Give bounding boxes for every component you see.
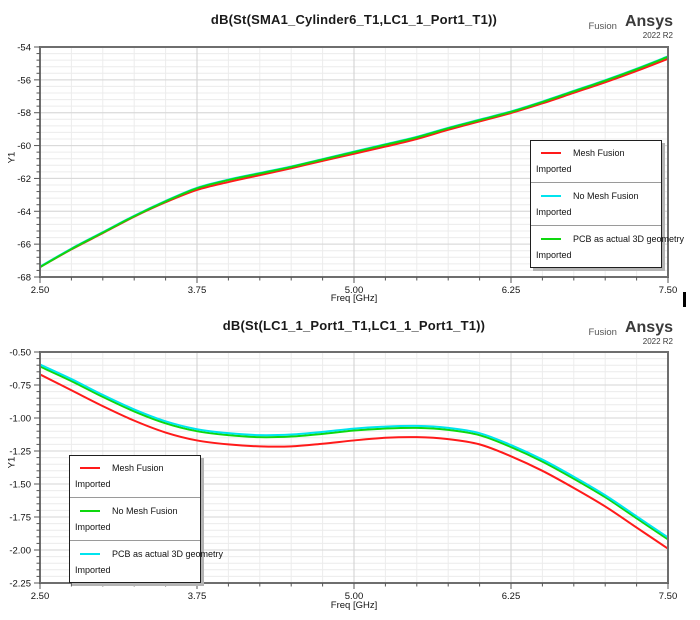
chart-region-s21: dB(St(SMA1_Cylinder6_T1,LC1_1_Port1_T1))… [7,12,685,304]
y-tick-label: -2.25 [9,579,31,590]
ansys-logo: Ansys [624,13,673,30]
fusion-label: Fusion [588,327,617,338]
legend-sub-label: Imported [75,522,111,532]
y-tick-label: -68 [17,273,31,284]
legend-box[interactable]: Mesh Fusion Imported No Mesh Fusion Impo… [530,140,684,268]
legend-sub-label: Imported [75,565,111,575]
legend-label: PCB as actual 3D geometry [112,549,224,559]
legend-label: No Mesh Fusion [112,506,178,516]
legend-line-sample [541,238,561,240]
legend-line-sample [80,467,100,469]
ansys-version: 2022 R2 [642,31,673,40]
series-curve[interactable] [39,55,669,269]
legend-separator [70,497,200,498]
y-tick-label: -66 [17,240,31,251]
legend-label: Mesh Fusion [573,148,625,158]
legend-entry[interactable]: No Mesh Fusion Imported [70,506,200,535]
y-tick-label: -1.50 [9,480,31,491]
legend-entry[interactable]: PCB as actual 3D geometry Imported [70,549,223,578]
legend-separator [531,182,661,183]
chart-region-s11: dB(St(LC1_1_Port1_T1,LC1_1_Port1_T1)) Fu… [0,310,700,620]
series-curve[interactable] [39,363,669,539]
legend-entry[interactable]: No Mesh Fusion Imported [531,191,661,220]
x-tick-label: 5.00 [345,285,364,296]
y-tick-label: -56 [17,75,31,86]
y-tick-label: -1.75 [9,513,31,524]
legend-sub-label: Imported [75,479,111,489]
x-tick-label: 5.00 [345,591,364,602]
ansys-logo: Ansys [624,319,673,336]
legend-separator [70,540,200,541]
y-tick-label: -1.25 [9,447,31,458]
legend-entry[interactable]: PCB as actual 3D geometry Imported [531,234,684,263]
x-axis-title: Freq [GHz] [330,600,378,611]
y-tick-label: -58 [17,108,31,119]
chart-title: dB(St(SMA1_Cylinder6_T1,LC1_1_Port1_T1)) [210,12,498,27]
y-tick-label: -60 [17,141,31,152]
y-tick-label: -0.75 [9,381,31,392]
y-tick-label: -1.00 [9,414,31,425]
x-tick-label: 2.50 [31,591,50,602]
y-tick-label: -0.50 [9,348,31,359]
legend-label: No Mesh Fusion [573,191,639,201]
x-tick-label: 3.75 [188,591,207,602]
series-curve[interactable] [39,365,669,541]
x-tick-label: 7.50 [659,285,678,296]
legend-sub-label: Imported [536,207,572,217]
series-curve[interactable] [39,373,669,550]
legend-sub-label: Imported [536,250,572,260]
legend-entry[interactable]: Mesh Fusion Imported [531,148,661,177]
x-tick-label: 3.75 [188,285,207,296]
text-cursor-artifact [683,292,686,307]
x-tick-label: 6.25 [502,285,521,296]
legend-line-sample [541,152,561,154]
y-tick-label: -54 [17,43,31,54]
legend-line-sample [80,510,100,512]
chart-title: dB(St(LC1_1_Port1_T1,LC1_1_Port1_T1)) [222,318,486,333]
legend-box[interactable]: Mesh Fusion Imported No Mesh Fusion Impo… [69,455,223,583]
x-tick-label: 6.25 [502,591,521,602]
legend-line-sample [80,553,100,555]
x-tick-label: 7.50 [659,591,678,602]
legend-label: Mesh Fusion [112,463,164,473]
ansys-branding: Fusion Ansys 2022 R2 [588,13,673,41]
legend-separator [531,225,661,226]
y-tick-label: -64 [17,207,31,218]
legend-sub-label: Imported [536,164,572,174]
x-tick-label: 2.50 [31,285,50,296]
y-tick-label: -62 [17,174,31,185]
y-tick-label: -2.00 [9,546,31,557]
legend-line-sample [541,195,561,197]
ansys-version: 2022 R2 [642,337,673,346]
fusion-label: Fusion [588,21,617,32]
ansys-branding: Fusion Ansys 2022 R2 [588,319,673,347]
legend-label: PCB as actual 3D geometry [573,234,685,244]
x-axis-title: Freq [GHz] [330,293,378,304]
legend-entry[interactable]: Mesh Fusion Imported [70,463,200,492]
